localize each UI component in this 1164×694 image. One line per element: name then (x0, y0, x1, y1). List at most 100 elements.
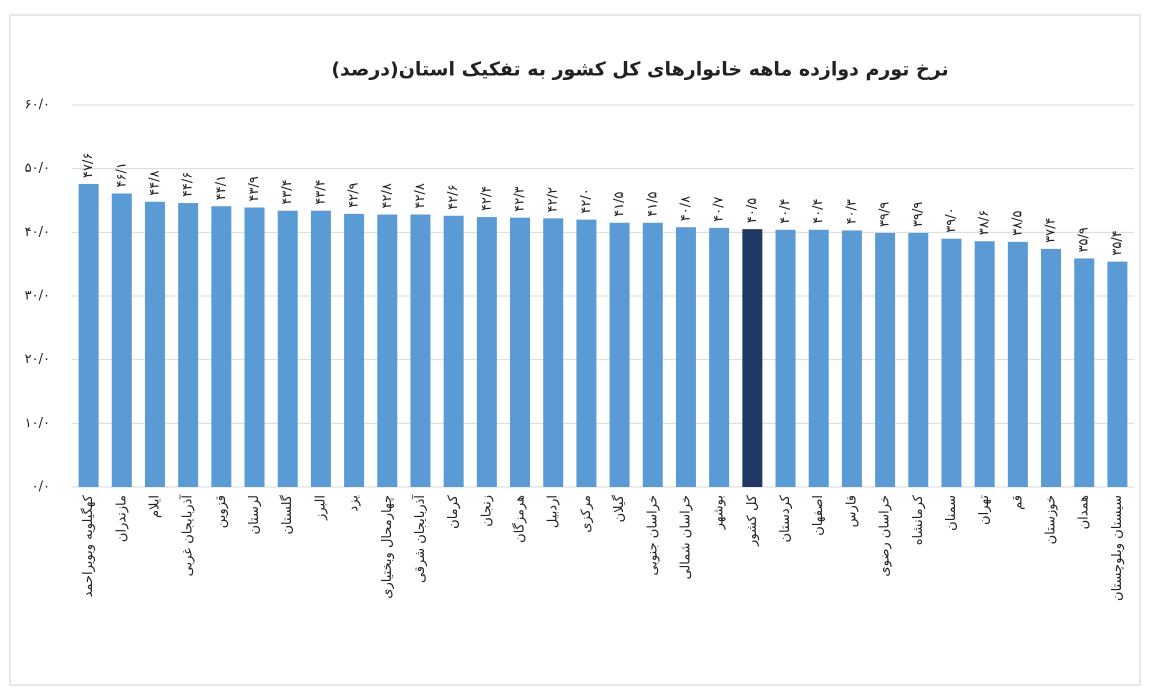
value-label: ۳۹/۰ (944, 207, 959, 232)
x-tick-label: خراسان جنوبی (645, 495, 660, 575)
bar (808, 229, 829, 487)
value-label: ۴۴/۱ (214, 175, 229, 200)
value-label: ۴۲/۴ (479, 186, 494, 211)
x-tick-label: زنجان (479, 495, 494, 527)
bar (476, 217, 497, 487)
y-tick-label: ۶۰/۰ (25, 98, 50, 113)
bar (1007, 241, 1028, 487)
value-label: ۴۴/۶ (181, 172, 196, 197)
value-label: ۳۵/۴ (1110, 230, 1125, 255)
x-tick-label: آذربایجان شرقی (411, 494, 428, 583)
x-tick-label: کهگیلویه وبویراحمد (80, 494, 96, 597)
value-label: ۳۵/۹ (1077, 227, 1092, 252)
bar (277, 210, 298, 488)
value-label: ۳۸/۵ (1010, 211, 1025, 236)
value-label: ۴۳/۴ (280, 179, 295, 204)
x-tick-label: خراسان رضوی (878, 495, 893, 577)
x-tick-label: چهارمحال وبختیاری (380, 495, 395, 599)
x-tick-label: کل کشور (745, 494, 760, 547)
bar (144, 201, 165, 488)
value-label: ۳۹/۹ (911, 202, 926, 227)
y-tick-label: ۵۰/۰ (25, 161, 50, 176)
bar (941, 238, 962, 487)
x-tick-label: ایلام (147, 495, 162, 518)
value-label: ۳۹/۹ (878, 202, 893, 227)
x-tick-label: کرمان (446, 494, 461, 529)
bar (908, 232, 929, 487)
value-label: ۴۰/۸ (678, 196, 693, 221)
y-tick-label: ۰/۰ (32, 480, 50, 495)
bar (709, 227, 730, 488)
y-tick-label: ۱۰/۰ (25, 416, 50, 431)
bar (742, 229, 763, 487)
x-tick-label: خوزستان (1044, 495, 1059, 544)
value-label: ۴۴/۸ (147, 170, 162, 195)
bar (576, 219, 597, 487)
bar (841, 230, 862, 487)
bar (510, 217, 531, 487)
bar (875, 232, 896, 487)
bar (443, 215, 464, 487)
value-label: ۴۲/۹ (347, 183, 362, 208)
value-label: ۴۰/۳ (844, 199, 859, 224)
bar (211, 206, 232, 488)
bar (1107, 261, 1128, 487)
x-tick-label: تهران (977, 495, 992, 525)
value-label: ۳۷/۴ (1044, 218, 1059, 243)
x-tick-label: اصفهان (811, 495, 826, 536)
bar (244, 207, 265, 487)
x-tick-label: قزوین (214, 495, 229, 528)
bar (377, 214, 398, 488)
chart-title: نرخ تورم دوازده ماهه خانوارهای کل کشور ب… (331, 59, 948, 81)
x-tick-label: فارس (844, 495, 859, 527)
value-label: ۴۲/۶ (446, 184, 461, 209)
y-tick-label: ۳۰/۰ (25, 289, 50, 304)
value-label: ۴۳/۴ (313, 179, 328, 204)
x-tick-label: لرستان (247, 495, 262, 534)
x-tick-label: سیستان وبلوچستان (1110, 495, 1125, 601)
x-tick-label: یزد (347, 495, 362, 512)
value-label: ۴۲/۳ (513, 186, 528, 211)
bar (1074, 258, 1095, 487)
x-tick-label: آذربایجان غربی (179, 494, 196, 577)
x-tick-label: قم (1010, 495, 1025, 510)
y-tick-label: ۴۰/۰ (25, 225, 50, 240)
y-tick-label: ۲۰/۰ (25, 352, 50, 367)
value-label: ۳۸/۶ (977, 210, 992, 235)
value-label: ۴۲/۰ (579, 188, 594, 213)
x-tick-label: هرمزگان (512, 495, 528, 543)
value-label: ۴۲/۸ (380, 183, 395, 208)
x-tick-label: سمنان (944, 495, 959, 531)
value-label: ۴۳/۹ (247, 176, 262, 201)
value-label: ۴۱/۵ (645, 191, 660, 216)
x-tick-label: کردستان (778, 494, 793, 542)
x-tick-label: خراسان شمالی (678, 495, 693, 580)
value-label: ۴۰/۷ (712, 197, 727, 222)
x-tick-label: گلستان (279, 494, 295, 534)
value-label: ۴۰/۴ (811, 198, 826, 223)
bar (609, 222, 630, 488)
value-label: ۴۲/۲ (546, 187, 561, 212)
bar (111, 193, 132, 487)
bar (178, 203, 199, 487)
value-label: ۴۰/۵ (745, 198, 760, 223)
value-label: ۴۱/۵ (612, 191, 627, 216)
x-tick-label: مرکزی (579, 495, 594, 533)
x-tick-label: همدان (1077, 495, 1092, 529)
bar (775, 229, 796, 487)
x-tick-label: مازندران (114, 495, 129, 542)
value-label: ۴۰/۴ (778, 198, 793, 223)
bar (543, 218, 564, 487)
x-tick-label: اردبیل (546, 495, 561, 528)
value-label: ۴۷/۶ (81, 153, 96, 178)
x-tick-label: گیلان (611, 494, 627, 522)
value-label: ۴۶/۱ (114, 162, 129, 187)
bar (1041, 248, 1062, 487)
bar (410, 214, 431, 488)
bar (642, 222, 663, 488)
bar (310, 210, 331, 488)
bar (974, 241, 995, 487)
value-label: ۴۲/۸ (413, 183, 428, 208)
bar (78, 183, 99, 488)
